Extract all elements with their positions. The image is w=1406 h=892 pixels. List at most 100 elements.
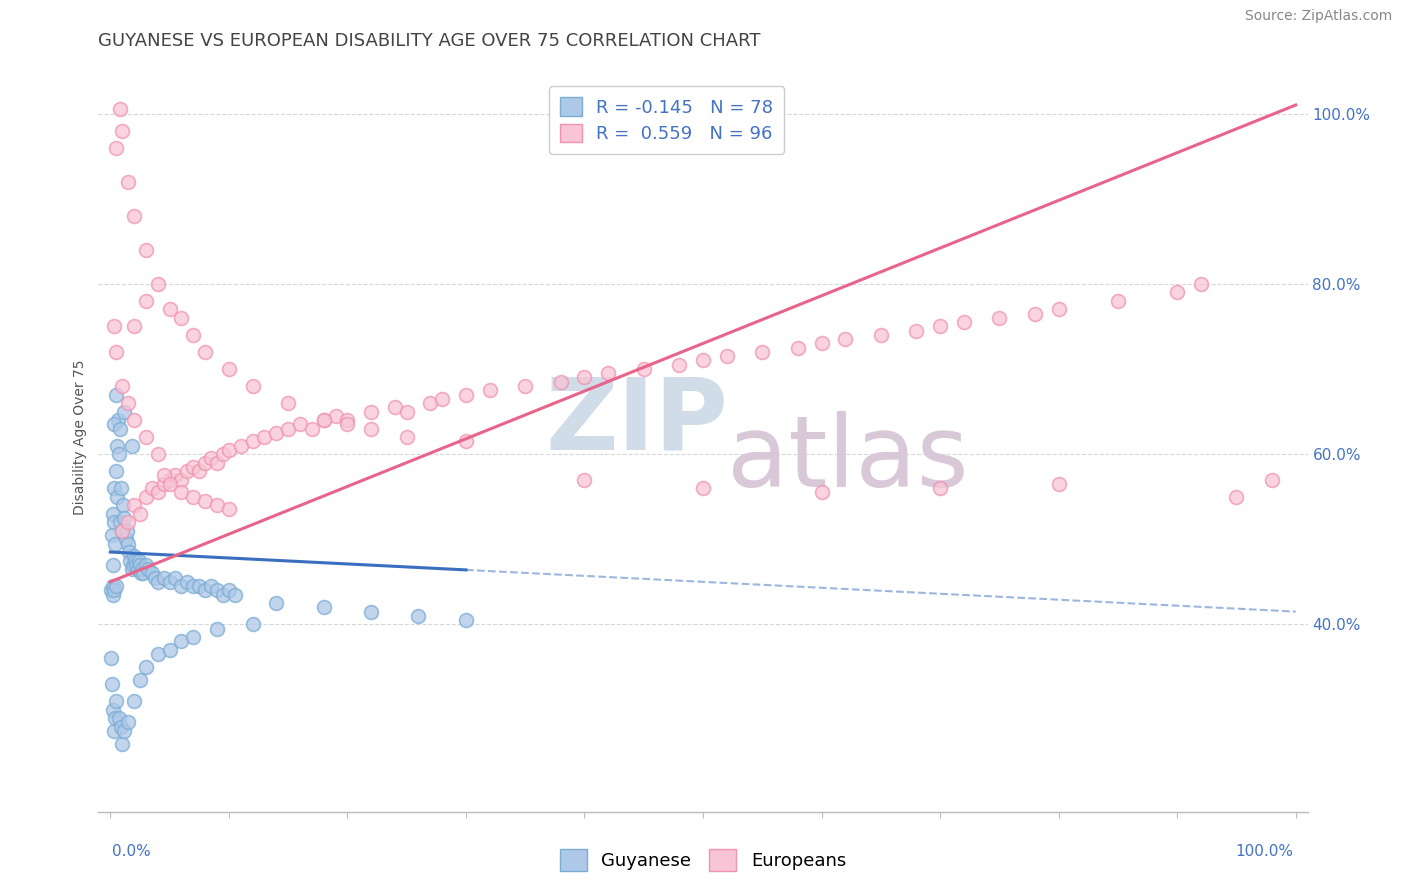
Point	[419, 396, 441, 410]
Point	[103, 319, 125, 334]
Point	[165, 571, 187, 585]
Point	[124, 553, 146, 567]
Point	[194, 494, 217, 508]
Point	[146, 485, 169, 500]
Point	[454, 434, 477, 449]
Legend: Guyanese, Europeans: Guyanese, Europeans	[553, 842, 853, 879]
Text: 0.0%: 0.0%	[112, 845, 152, 859]
Legend: R = -0.145   N = 78, R =  0.559   N = 96: R = -0.145 N = 78, R = 0.559 N = 96	[550, 87, 785, 154]
Point	[103, 507, 125, 521]
Point	[301, 421, 323, 435]
Point	[101, 558, 124, 572]
Point	[118, 545, 141, 559]
Point	[108, 515, 131, 529]
Point	[194, 345, 217, 359]
Point	[205, 583, 228, 598]
Point	[218, 442, 240, 457]
Point	[100, 583, 122, 598]
Point	[136, 562, 159, 576]
Point	[122, 319, 145, 334]
Point	[105, 345, 128, 359]
Point	[242, 617, 264, 632]
Point	[633, 362, 655, 376]
Point	[1166, 285, 1188, 300]
Point	[515, 379, 537, 393]
Point	[218, 583, 240, 598]
Point	[100, 651, 122, 665]
Point	[104, 711, 127, 725]
Point	[117, 536, 139, 550]
Point	[312, 600, 335, 615]
Point	[117, 175, 139, 189]
Point	[218, 362, 240, 376]
Point	[200, 579, 222, 593]
Point	[110, 481, 132, 495]
Text: GUYANESE VS EUROPEAN DISABILITY AGE OVER 75 CORRELATION CHART: GUYANESE VS EUROPEAN DISABILITY AGE OVER…	[98, 32, 761, 50]
Point	[120, 553, 142, 567]
Point	[104, 536, 127, 550]
Point	[101, 588, 124, 602]
Point	[277, 421, 299, 435]
Point	[170, 473, 193, 487]
Point	[786, 341, 808, 355]
Point	[152, 571, 174, 585]
Point	[574, 473, 596, 487]
Point	[692, 481, 714, 495]
Point	[212, 588, 235, 602]
Text: Source: ZipAtlas.com: Source: ZipAtlas.com	[1244, 9, 1392, 23]
Point	[253, 430, 276, 444]
Point	[129, 673, 152, 687]
Point	[242, 379, 264, 393]
Point	[111, 737, 134, 751]
Point	[218, 502, 240, 516]
Point	[264, 596, 287, 610]
Point	[111, 123, 134, 137]
Point	[834, 332, 856, 346]
Point	[121, 439, 143, 453]
Point	[146, 574, 169, 589]
Point	[159, 302, 181, 317]
Point	[110, 720, 132, 734]
Point	[454, 613, 477, 627]
Point	[121, 558, 143, 572]
Point	[360, 404, 382, 418]
Point	[122, 549, 145, 564]
Point	[111, 524, 134, 538]
Point	[668, 358, 690, 372]
Point	[114, 723, 136, 738]
Text: atlas: atlas	[727, 411, 969, 508]
Point	[103, 579, 125, 593]
Point	[598, 366, 620, 380]
Text: 100.0%: 100.0%	[1236, 845, 1294, 859]
Point	[141, 566, 163, 581]
Point	[1189, 277, 1212, 291]
Point	[135, 558, 157, 572]
Point	[224, 588, 246, 602]
Point	[360, 605, 382, 619]
Point	[574, 370, 596, 384]
Point	[205, 498, 228, 512]
Point	[988, 310, 1011, 325]
Point	[131, 562, 153, 576]
Point	[152, 476, 174, 491]
Point	[107, 711, 129, 725]
Point	[1047, 476, 1070, 491]
Point	[114, 404, 136, 418]
Point	[181, 327, 204, 342]
Point	[114, 511, 136, 525]
Point	[165, 468, 187, 483]
Point	[122, 413, 145, 427]
Point	[143, 571, 166, 585]
Point	[194, 456, 217, 470]
Point	[129, 558, 152, 572]
Y-axis label: Disability Age Over 75: Disability Age Over 75	[73, 359, 87, 515]
Point	[135, 490, 157, 504]
Point	[103, 481, 125, 495]
Point	[152, 468, 174, 483]
Point	[181, 459, 204, 474]
Point	[194, 583, 217, 598]
Point	[159, 574, 181, 589]
Point	[127, 562, 149, 576]
Point	[188, 464, 211, 478]
Point	[170, 485, 193, 500]
